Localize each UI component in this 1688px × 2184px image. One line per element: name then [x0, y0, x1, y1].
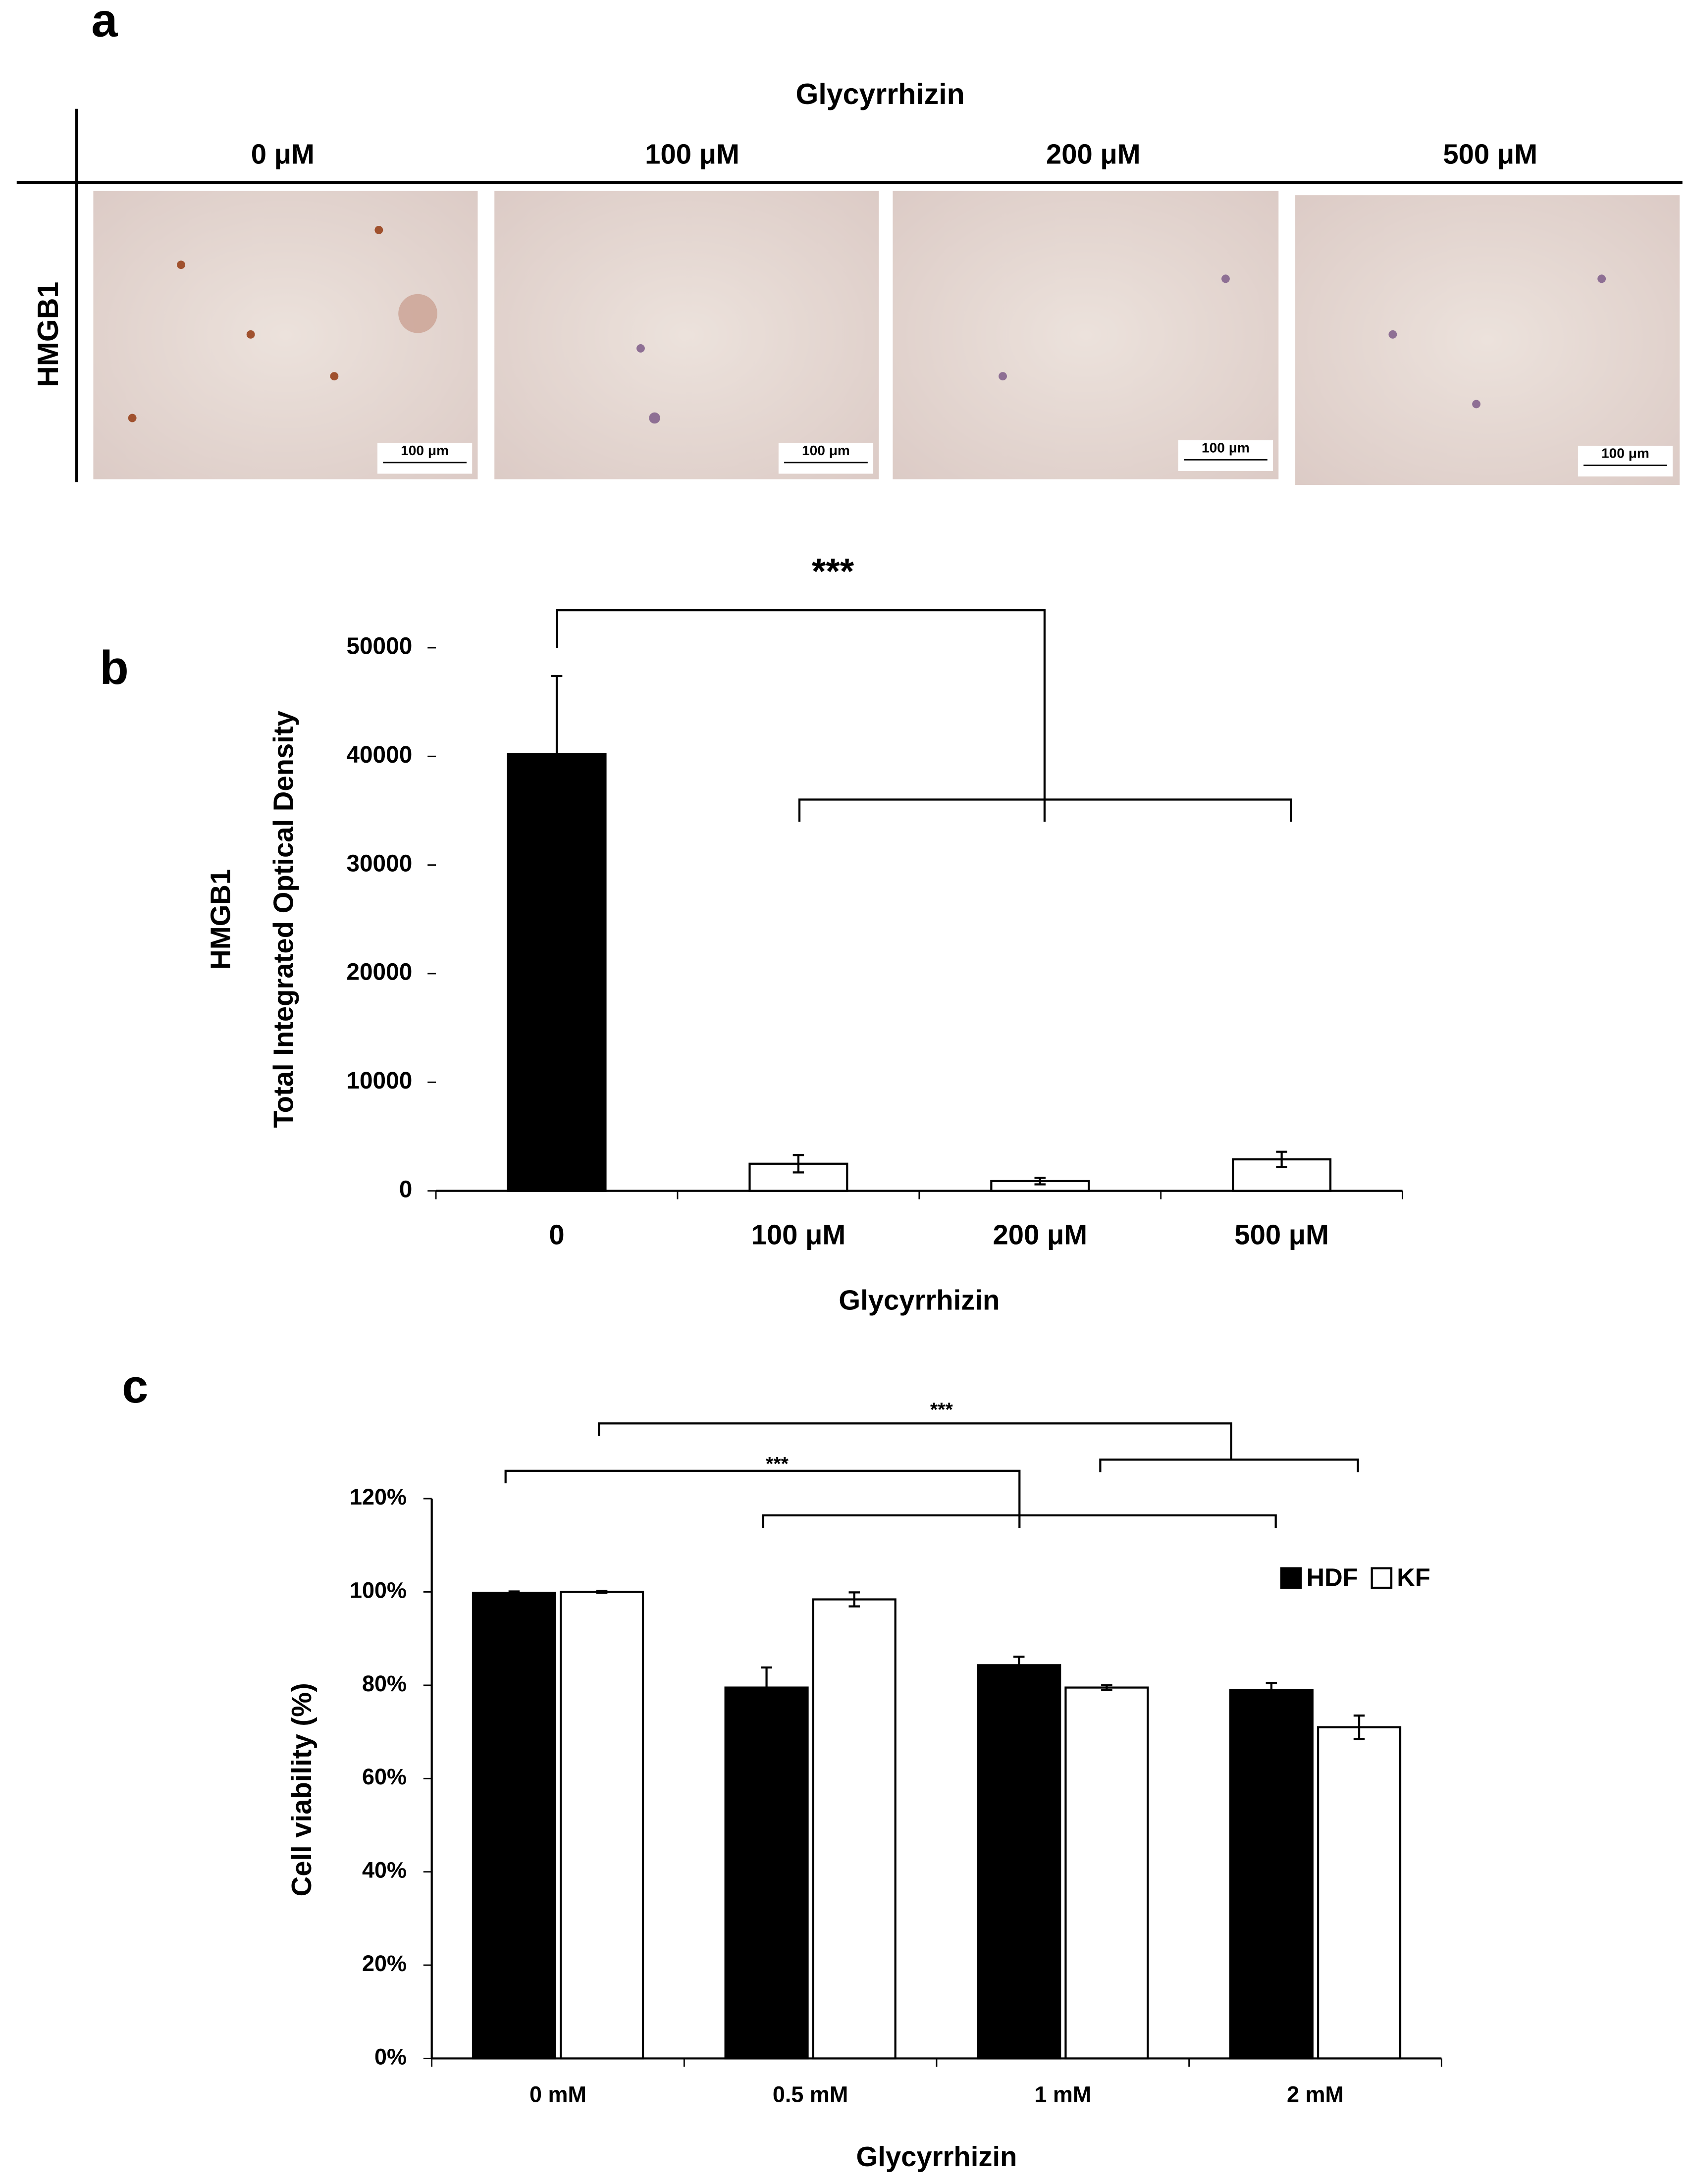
error-bar [1013, 1656, 1025, 1675]
y-tick-label: 0% [374, 2044, 407, 2069]
scale-bar-label: 100 μm [1601, 446, 1649, 461]
annotation: *** [812, 551, 854, 591]
significance-bracket [504, 1469, 1277, 1528]
x-tick-label: 100 μM [751, 1219, 846, 1250]
micrograph: 100 μm [93, 191, 478, 479]
y-tick-label: 40000 [346, 742, 412, 768]
bar [977, 1664, 1061, 2060]
y-axis-label: HMGB1 [205, 869, 236, 970]
scale-bar-label: 100 μm [1202, 440, 1250, 455]
bar [1317, 1726, 1402, 2060]
legend-label: HDF [1307, 1563, 1358, 1592]
error-bar [848, 1591, 860, 1608]
y-tick-label: 10000 [346, 1068, 412, 1094]
y-tick-label: 100% [350, 1577, 407, 1603]
column-label: 500 μM [1443, 138, 1537, 169]
micrograph: 100 μm [893, 191, 1279, 479]
column-label: 0 μM [251, 138, 315, 169]
error-bar [1266, 1682, 1277, 1698]
legend-swatch [1280, 1567, 1302, 1589]
x-axis-label: Glycyrrhizin [839, 1284, 1000, 1315]
error-bar [596, 1590, 608, 1594]
x-axis-label: Glycyrrhizin [856, 2141, 1017, 2172]
y-tick-label: 120% [350, 1484, 407, 1509]
panel-label: c [122, 1360, 148, 1413]
legend-swatch [1371, 1567, 1393, 1589]
micrograph: 100 μm [494, 191, 879, 479]
x-tick-label: 1 mM [1034, 2081, 1091, 2107]
significance-bracket [556, 609, 1292, 822]
x-tick-label: 0 [549, 1219, 564, 1250]
panel-label: b [100, 641, 128, 694]
y-tick-label: 60% [362, 1764, 407, 1789]
legend-label: KF [1397, 1563, 1430, 1592]
bar [748, 1162, 848, 1192]
error-bar [551, 675, 563, 833]
bar [1064, 1686, 1149, 2060]
scale-bar-label: 100 μm [802, 443, 850, 458]
y-tick-label: 40% [362, 1858, 407, 1883]
x-tick-label: 500 μM [1234, 1219, 1329, 1250]
y-tick-label: 20000 [346, 959, 412, 986]
bar [724, 1686, 809, 2060]
y-tick-label: 30000 [346, 850, 412, 877]
error-bar [1101, 1684, 1112, 1691]
y-axis-label: Total Integrated Optical Density [267, 711, 299, 1128]
column-label: 100 μM [645, 138, 739, 169]
micrograph: 100 μm [1295, 195, 1680, 485]
y-tick-label: 80% [362, 1671, 407, 1696]
panel-title: Glycyrrhizin [796, 78, 965, 110]
significance-bracket [598, 1422, 1359, 1472]
error-bar [1353, 1714, 1365, 1740]
row-label: HMGB1 [32, 282, 64, 387]
bar [812, 1598, 897, 2060]
x-tick-label: 200 μM [993, 1219, 1087, 1250]
y-tick-label: 20% [362, 1951, 407, 1976]
annotation: *** [766, 1453, 789, 1475]
y-axis-label: Cell viability (%) [286, 1683, 317, 1896]
scale-bar-label: 100 μm [401, 443, 449, 458]
x-tick-label: 2 mM [1287, 2081, 1344, 2107]
error-bar [761, 1666, 772, 1709]
column-label: 200 μM [1046, 138, 1141, 169]
bar [560, 1591, 644, 2060]
error-bar [508, 1590, 520, 1596]
annotation: *** [930, 1399, 953, 1420]
x-tick-label: 0 mM [529, 2081, 586, 2107]
y-tick-label: 0 [399, 1176, 413, 1202]
bar [472, 1592, 556, 2060]
error-bar [1034, 1177, 1046, 1186]
x-tick-label: 0.5 mM [773, 2081, 848, 2107]
panel-label: a [91, 0, 118, 47]
error-bar [1276, 1150, 1287, 1168]
error-bar [792, 1154, 804, 1174]
bar [1229, 1689, 1314, 2060]
y-tick-label: 50000 [346, 633, 412, 660]
